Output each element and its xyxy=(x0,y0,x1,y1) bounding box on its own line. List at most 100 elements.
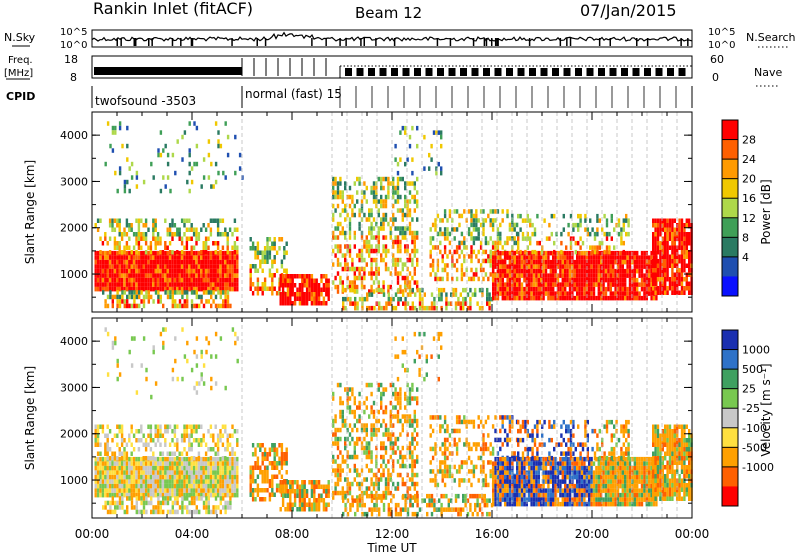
range-cell xyxy=(482,258,485,264)
range-cell xyxy=(192,492,196,498)
range-cell xyxy=(130,492,133,498)
range-cell xyxy=(654,236,657,241)
range-cell xyxy=(382,289,385,294)
range-cell xyxy=(688,232,691,237)
range-cell xyxy=(377,176,380,182)
range-cell xyxy=(113,465,117,471)
range-cell xyxy=(135,461,138,466)
range-cell xyxy=(207,505,210,510)
range-cell xyxy=(518,286,521,292)
range-cell xyxy=(219,456,222,462)
range-cell xyxy=(344,203,347,209)
range-cell xyxy=(116,465,119,471)
range-cell xyxy=(178,236,181,241)
range-cell xyxy=(214,303,218,309)
range-cell xyxy=(411,472,414,478)
range-cell xyxy=(593,231,597,237)
range-cell xyxy=(561,268,564,274)
range-cell xyxy=(261,470,264,475)
range-cell xyxy=(275,447,279,452)
range-cell xyxy=(648,264,651,269)
range-cell xyxy=(336,244,340,249)
range-cell xyxy=(142,303,146,309)
range-cell xyxy=(229,500,232,506)
range-cell xyxy=(481,305,484,311)
range-cell xyxy=(334,486,337,491)
range-cell xyxy=(181,294,184,300)
range-cell xyxy=(399,208,402,213)
range-cell xyxy=(351,498,354,503)
range-cell xyxy=(336,490,340,496)
range-cell xyxy=(341,208,344,213)
range-cell xyxy=(535,282,538,287)
range-cell xyxy=(535,273,538,278)
range-cell xyxy=(180,479,184,484)
freq-block xyxy=(609,68,617,76)
range-cell xyxy=(416,432,419,437)
range-cell xyxy=(241,175,244,180)
range-cell xyxy=(363,190,366,195)
range-cell xyxy=(140,290,143,295)
range-cell xyxy=(520,255,524,260)
range-cell xyxy=(99,451,102,456)
range-cell xyxy=(332,217,335,222)
range-cell xyxy=(591,245,594,250)
range-cell xyxy=(492,255,495,260)
range-cell xyxy=(301,274,304,279)
range-cell xyxy=(268,461,272,466)
range-cell xyxy=(504,291,507,296)
range-cell xyxy=(604,259,608,265)
range-cell xyxy=(511,213,514,219)
range-cell xyxy=(583,250,586,256)
range-cell xyxy=(396,459,400,464)
range-cell xyxy=(233,461,237,466)
range-cell xyxy=(516,273,519,278)
range-cell xyxy=(195,125,199,131)
range-cell xyxy=(489,249,492,255)
range-cell xyxy=(111,227,114,232)
range-cell xyxy=(656,227,660,232)
range-cell xyxy=(140,470,143,475)
range-cell xyxy=(436,263,440,268)
range-cell xyxy=(266,255,269,260)
range-cell xyxy=(354,511,357,517)
range-cell xyxy=(188,170,191,176)
range-cell xyxy=(279,489,282,494)
range-cell xyxy=(135,170,139,176)
range-cell xyxy=(399,463,402,469)
range-cell xyxy=(202,474,205,480)
range-cell xyxy=(394,292,398,297)
range-cell xyxy=(171,277,174,283)
range-cell xyxy=(190,447,193,452)
range-cell xyxy=(365,185,368,191)
range-cell xyxy=(219,294,222,300)
range-cell xyxy=(308,296,311,301)
range-cell xyxy=(140,245,143,250)
range-cell xyxy=(389,414,392,419)
range-cell xyxy=(394,271,397,276)
range-cell xyxy=(377,235,380,240)
range-cell xyxy=(278,246,281,251)
range-cell xyxy=(125,492,129,498)
range-cell xyxy=(137,250,141,256)
range-cell xyxy=(358,296,362,302)
range-cell xyxy=(293,502,297,507)
range-cell xyxy=(513,240,516,246)
range-cell xyxy=(279,480,282,485)
range-cell xyxy=(602,264,605,269)
range-cell xyxy=(121,299,124,304)
range-cell xyxy=(310,489,314,494)
range-cell xyxy=(406,275,409,281)
range-cell xyxy=(489,263,492,268)
range-cell xyxy=(664,263,667,268)
range-cell xyxy=(384,217,388,222)
range-cell xyxy=(656,290,660,295)
freq-tick-high: 18 xyxy=(64,53,78,66)
range-cell xyxy=(542,273,545,278)
range-cell xyxy=(560,249,563,255)
range-cell xyxy=(537,259,540,265)
range-cell xyxy=(305,283,309,288)
range-cell xyxy=(401,477,404,482)
range-cell xyxy=(156,456,160,462)
range-cell xyxy=(183,496,186,501)
